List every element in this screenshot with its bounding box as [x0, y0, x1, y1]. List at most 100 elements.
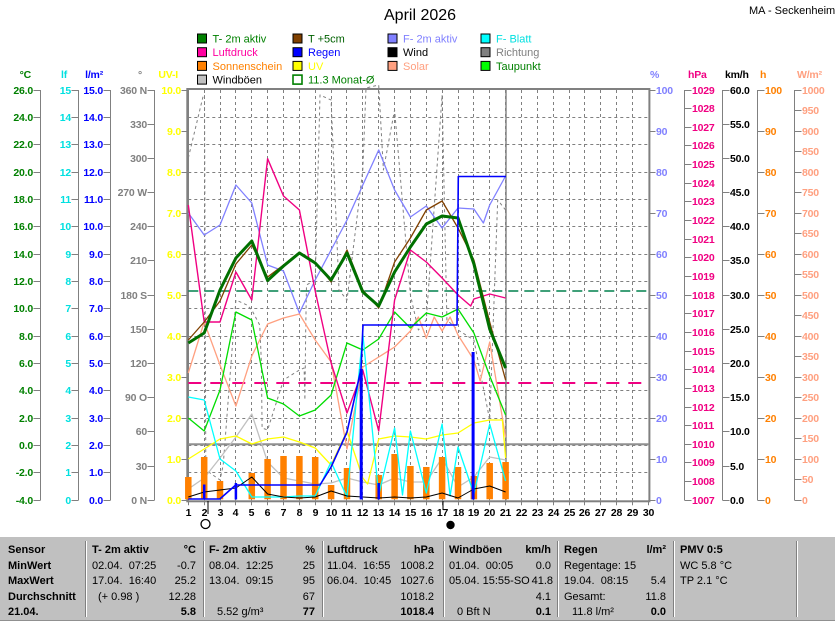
svg-text:-4.0: -4.0: [16, 495, 34, 507]
svg-text:F- 2m aktiv: F- 2m aktiv: [403, 34, 458, 46]
svg-text:0: 0: [65, 495, 71, 507]
svg-text:11.0: 11.0: [84, 194, 103, 206]
svg-text:12: 12: [60, 167, 72, 179]
svg-text:10.0: 10.0: [83, 221, 103, 233]
svg-text:lf: lf: [61, 69, 68, 81]
svg-text:T- 2m aktiv: T- 2m aktiv: [213, 34, 267, 46]
svg-text:850: 850: [802, 146, 819, 158]
svg-text:24: 24: [548, 507, 560, 519]
svg-text:15: 15: [60, 85, 72, 97]
svg-text:29: 29: [627, 507, 639, 519]
svg-text:60.0: 60.0: [730, 85, 750, 97]
svg-text:8: 8: [65, 276, 71, 288]
svg-text:14.0: 14.0: [13, 249, 33, 261]
svg-text:1008: 1008: [692, 476, 715, 488]
svg-text:24.0: 24.0: [13, 112, 33, 124]
svg-text:1: 1: [186, 507, 192, 519]
svg-text:80: 80: [765, 167, 777, 179]
svg-text:240: 240: [130, 221, 147, 233]
svg-text:200: 200: [802, 413, 819, 425]
svg-text:5.0: 5.0: [730, 461, 744, 473]
svg-text:60: 60: [765, 249, 777, 261]
svg-text:40.0: 40.0: [730, 221, 750, 233]
svg-text:330: 330: [130, 119, 147, 131]
svg-text:50.0: 50.0: [730, 153, 750, 165]
svg-text:6.0: 6.0: [19, 358, 33, 370]
svg-text:30.0: 30.0: [730, 290, 750, 302]
svg-text:25: 25: [564, 507, 576, 519]
svg-text:15.0: 15.0: [83, 85, 103, 97]
svg-text:0.0: 0.0: [89, 495, 103, 507]
svg-text:13: 13: [373, 507, 385, 519]
svg-text:210: 210: [130, 255, 147, 267]
svg-text:7: 7: [65, 303, 71, 315]
svg-text:UV-I: UV-I: [158, 69, 178, 81]
svg-text:500: 500: [802, 290, 819, 302]
svg-text:1025: 1025: [692, 159, 715, 171]
svg-text:2.0: 2.0: [19, 413, 33, 425]
svg-text:2.0: 2.0: [89, 440, 103, 452]
svg-text:0.0: 0.0: [730, 495, 744, 507]
svg-text:1022: 1022: [692, 215, 715, 227]
svg-text:8.0: 8.0: [19, 331, 33, 343]
svg-text:21: 21: [500, 507, 512, 519]
svg-text:6: 6: [265, 507, 271, 519]
svg-text:1029: 1029: [692, 85, 715, 97]
svg-text:800: 800: [802, 167, 819, 179]
svg-text:°C: °C: [20, 69, 32, 81]
svg-text:55.0: 55.0: [730, 119, 750, 131]
svg-text:90 O: 90 O: [125, 392, 147, 404]
svg-text:Taupunkt: Taupunkt: [496, 61, 541, 73]
svg-text:1007: 1007: [692, 495, 715, 507]
svg-text:1: 1: [65, 467, 71, 479]
svg-text:0: 0: [802, 495, 808, 507]
svg-text:2.0: 2.0: [167, 413, 181, 425]
svg-text:10.0: 10.0: [13, 303, 33, 315]
svg-text:70: 70: [765, 208, 777, 220]
svg-text:400: 400: [802, 331, 819, 343]
svg-text:0.0: 0.0: [167, 495, 181, 507]
svg-text:16.0: 16.0: [13, 221, 33, 233]
svg-text:1009: 1009: [692, 457, 715, 469]
svg-text:1026: 1026: [692, 140, 715, 152]
svg-text:11.3 Monat-Ø: 11.3 Monat-Ø: [308, 75, 375, 87]
svg-text:Solar: Solar: [403, 61, 429, 73]
svg-text:30: 30: [765, 372, 777, 384]
svg-text:22: 22: [516, 507, 528, 519]
svg-text:4.0: 4.0: [19, 385, 33, 397]
svg-text:7: 7: [281, 507, 287, 519]
svg-text:17: 17: [437, 507, 449, 519]
svg-text:10.0: 10.0: [730, 426, 750, 438]
svg-text:100: 100: [656, 85, 673, 97]
svg-text:13.0: 13.0: [83, 139, 103, 151]
svg-text:14.0: 14.0: [83, 112, 103, 124]
svg-text:26.0: 26.0: [13, 85, 33, 97]
svg-text:6.0: 6.0: [89, 331, 103, 343]
svg-text:20: 20: [765, 413, 777, 425]
svg-text:10: 10: [60, 221, 72, 233]
svg-text:4: 4: [233, 507, 239, 519]
svg-text:W/m²: W/m²: [797, 69, 823, 81]
svg-text:Regen: Regen: [308, 47, 340, 59]
svg-text:1012: 1012: [692, 402, 715, 414]
svg-text:5.0: 5.0: [89, 358, 103, 370]
svg-text:40: 40: [765, 331, 777, 343]
svg-text:14: 14: [389, 507, 401, 519]
svg-text:10: 10: [656, 454, 668, 466]
svg-text:l/m²: l/m²: [85, 69, 104, 81]
svg-text:10: 10: [326, 507, 338, 519]
svg-text:50: 50: [765, 290, 777, 302]
svg-text:550: 550: [802, 269, 819, 281]
svg-text:5.0: 5.0: [167, 290, 181, 302]
svg-text:20.0: 20.0: [730, 358, 750, 370]
svg-text:Wind: Wind: [403, 47, 428, 59]
svg-text:300: 300: [130, 153, 147, 165]
svg-text:950: 950: [802, 105, 819, 117]
svg-text:600: 600: [802, 249, 819, 261]
svg-text:9: 9: [65, 249, 71, 261]
svg-text:h: h: [760, 69, 766, 81]
svg-text:8.0: 8.0: [167, 167, 181, 179]
svg-text:3.0: 3.0: [89, 413, 103, 425]
svg-text:20: 20: [484, 507, 496, 519]
svg-text:19: 19: [468, 507, 480, 519]
